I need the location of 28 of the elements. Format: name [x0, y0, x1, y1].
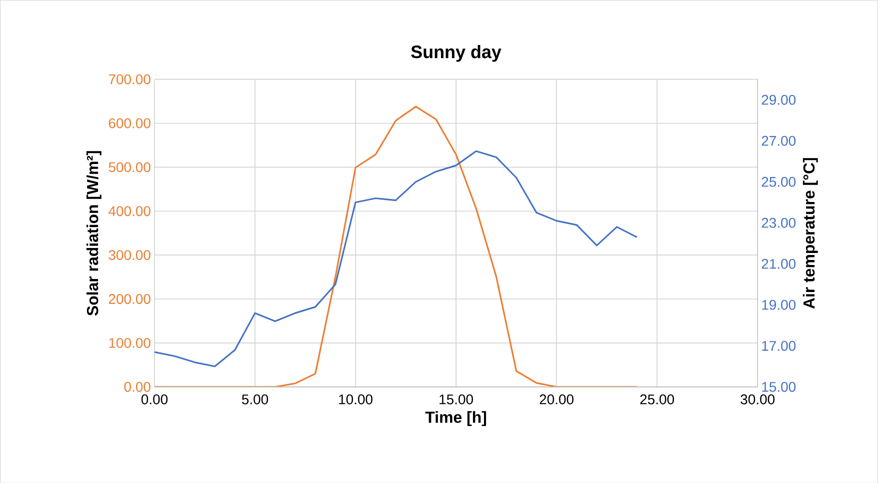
x-tick-label: 0.00: [141, 394, 168, 404]
y2-tick-label: 27.00: [762, 136, 796, 146]
y2-tick-label: 21.00: [762, 258, 796, 269]
y2-tick-label: 19.00: [762, 300, 796, 310]
x-tick-label: 25.00: [640, 394, 674, 404]
y-tick-label: 600.00: [108, 118, 150, 128]
x-tick-label: 10.00: [339, 394, 372, 404]
x-tick-label: 15.00: [440, 394, 473, 404]
y2-tick-label: 29.00: [762, 94, 796, 105]
line-series: [154, 150, 638, 368]
x-axis-title: Time [h]: [425, 411, 486, 426]
y-tick-label: 400.00: [108, 206, 150, 216]
y-tick-label: 100.00: [109, 338, 150, 348]
y-tick-label: 300.00: [108, 250, 150, 260]
y-axis-title: Solar radiation [W/m²]: [86, 150, 102, 316]
x-tick-label: 30.00: [740, 394, 775, 404]
y2-tick-label: 25.00: [762, 176, 796, 187]
y-tick-label: 700.00: [108, 74, 150, 84]
y2-tick-label: 15.00: [762, 382, 796, 392]
y2-axis-title: Air temperature [°C]: [802, 158, 818, 309]
y-tick-label: 500.00: [108, 162, 150, 172]
chart-title: Sunny day: [411, 44, 502, 62]
x-tick-label: 20.00: [540, 394, 574, 404]
y-tick-label: 200.00: [108, 294, 150, 304]
y-tick-label: 0.00: [124, 382, 150, 392]
y2-tick-label: 23.00: [762, 218, 796, 228]
y2-tick-label: 17.00: [762, 340, 796, 351]
x-tick-label: 5.00: [242, 394, 268, 404]
